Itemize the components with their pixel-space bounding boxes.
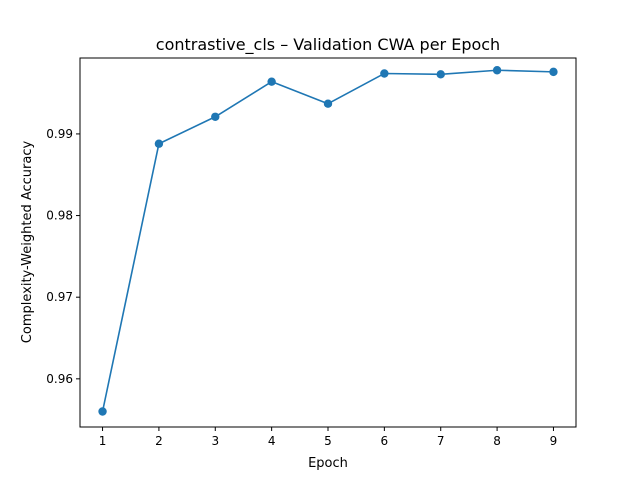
- y-tick-label: 0.99: [46, 127, 73, 141]
- data-point: [436, 70, 445, 79]
- y-axis-ticks: 0.96 0.97 0.98 0.99: [46, 127, 80, 386]
- data-point: [211, 112, 220, 121]
- data-point: [492, 66, 502, 75]
- x-tick-label: 6: [381, 434, 389, 448]
- data-point: [154, 139, 164, 148]
- x-tick-label: 3: [211, 434, 219, 448]
- x-tick-label: 4: [268, 434, 276, 448]
- series-layer: [98, 66, 558, 416]
- x-axis-ticks: 1 2 3 4 5 6 7 8 9: [99, 427, 558, 448]
- data-point: [267, 77, 276, 86]
- data-point: [380, 69, 389, 78]
- y-tick-label: 0.98: [46, 209, 73, 223]
- data-point: [98, 407, 107, 416]
- x-tick-label: 8: [493, 434, 501, 448]
- data-point: [323, 99, 333, 108]
- y-axis-label: Complexity-Weighted Accuracy: [20, 141, 35, 344]
- y-tick-label: 0.97: [46, 290, 73, 304]
- x-tick-label: 2: [155, 434, 163, 448]
- x-tick-label: 9: [550, 434, 558, 448]
- x-tick-label: 7: [437, 434, 445, 448]
- x-axis-label: Epoch: [308, 456, 348, 471]
- y-tick-label: 0.96: [46, 372, 73, 386]
- x-tick-label: 5: [324, 434, 332, 448]
- chart-title: contrastive_cls – Validation CWA per Epo…: [156, 35, 500, 55]
- data-point: [549, 67, 558, 77]
- x-tick-label: 1: [99, 434, 107, 448]
